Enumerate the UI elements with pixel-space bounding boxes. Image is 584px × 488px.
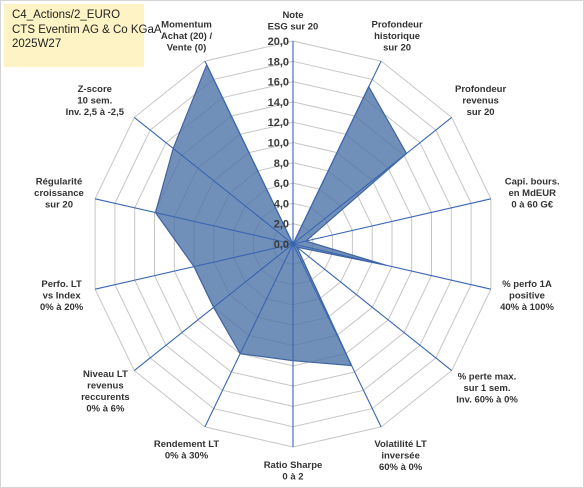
axis-spoke: [292, 243, 453, 372]
axis-spoke: [292, 243, 382, 428]
category-label: Niveau LT revenus reccurents 0% à 6%: [81, 369, 130, 415]
axis-spoke: [133, 116, 294, 245]
tick-label: 6,0: [274, 178, 289, 190]
category-label: Momentum Achat (20) / Vente (0): [161, 20, 213, 54]
series-area: [154, 63, 408, 367]
category-label: Z-score 10 sem. Inv. 2,5 à -2,5: [66, 84, 125, 118]
radar-series-area: [154, 63, 408, 367]
tick-label: 4,0: [274, 198, 289, 210]
tick-label: 2,0: [274, 219, 289, 231]
radar-category-labels: Note ESG sur 20 Profondeur historique sur 20…: [34, 10, 559, 483]
tick-label: 8,0: [274, 158, 289, 170]
info-box-line-1: C4_Actions/2_EURO: [12, 9, 121, 21]
info-box: C4_Actions/2_EURO CTS Eventim AG & Co KG…: [4, 4, 162, 67]
tick-label: 16,0: [268, 77, 289, 89]
category-label: Régularité croissance sur 20: [34, 177, 84, 211]
category-label: % perfo 1A positive 40% à 100%: [500, 279, 554, 313]
category-label: % perte max. sur 1 sem. Inv. 60% à 0%: [456, 371, 518, 405]
category-label: Capi. bours. en MdEUR 0 à 60 G€: [505, 177, 560, 211]
axis-spoke: [204, 60, 294, 245]
category-label: Profondeur historique sur 20: [371, 20, 422, 54]
tick-label: 12,0: [268, 117, 289, 129]
tick-label: 0,0: [274, 239, 289, 251]
category-label: Ratio Sharpe 0 à 2: [264, 460, 323, 483]
axis-spoke: [292, 116, 453, 245]
axis-spoke: [204, 243, 294, 428]
axis-spoke: [292, 60, 382, 245]
category-label: Perfo. LT vs Index 0% à 20%: [40, 279, 84, 313]
category-label: Rendement LT 0% à 30%: [154, 439, 219, 462]
category-label: Volatilité LT inversée 60% à 0%: [374, 439, 427, 473]
info-box-line-3: 2025W27: [12, 38, 62, 50]
axis-spoke: [94, 198, 294, 245]
axis-spoke: [292, 198, 492, 245]
tick-label: 10,0: [268, 138, 289, 150]
tick-label: 18,0: [268, 56, 289, 68]
info-box-line-2: CTS Eventim AG & Co KGaA: [12, 23, 162, 36]
tick-label: 20,0: [268, 36, 289, 48]
category-label: Note ESG sur 20: [268, 10, 319, 33]
axis-spoke: [133, 243, 294, 372]
axis-spoke: [94, 243, 294, 290]
radar-tick-labels: 0,0 2,0 4,0 6,0 8,0 10,0 12,0 14,0 16,0 18,0 20,0: [268, 36, 289, 251]
radar-axes: [94, 41, 492, 447]
category-label: Profondeur revenus sur 20: [455, 84, 506, 118]
axis-spoke: [292, 243, 492, 290]
tick-label: 14,0: [268, 97, 289, 109]
